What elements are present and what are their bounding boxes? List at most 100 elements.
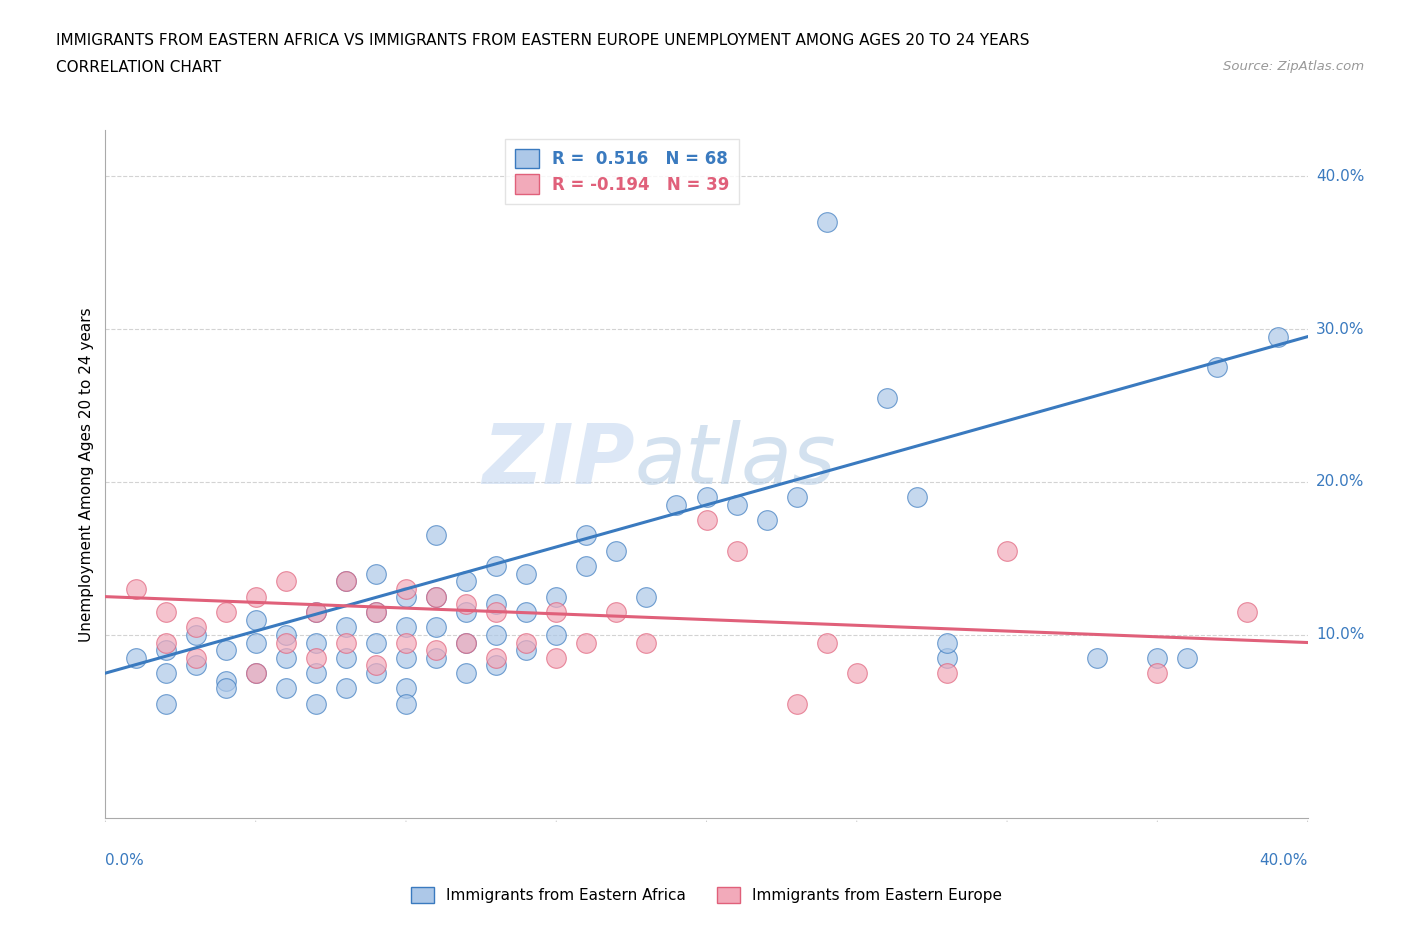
Point [845,666,868,681]
Point [155,643,177,658]
Point [936,666,959,681]
Point [1206,360,1229,375]
Text: 40.0%: 40.0% [1260,853,1308,868]
Point [605,543,627,558]
Point [305,635,328,650]
Point [515,604,537,619]
Point [936,635,959,650]
Point [395,581,418,596]
Point [184,628,207,643]
Point [546,650,568,665]
Point [546,590,568,604]
Point [214,673,236,688]
Point [214,681,236,696]
Point [905,490,928,505]
Point [1236,604,1258,619]
Point [274,628,297,643]
Point [755,512,778,527]
Point [1175,650,1198,665]
Point [425,619,447,634]
Point [184,650,207,665]
Point [425,650,447,665]
Text: Source: ZipAtlas.com: Source: ZipAtlas.com [1223,60,1364,73]
Point [515,566,537,581]
Point [876,391,898,405]
Text: atlas: atlas [634,420,837,501]
Point [245,666,267,681]
Point [335,635,357,650]
Point [454,574,477,589]
Point [454,635,477,650]
Point [1146,666,1168,681]
Point [786,697,808,711]
Point [364,635,387,650]
Point [696,512,718,527]
Point [155,635,177,650]
Point [395,681,418,696]
Point [335,650,357,665]
Point [214,604,236,619]
Point [335,619,357,634]
Point [305,604,328,619]
Point [305,650,328,665]
Point [454,597,477,612]
Y-axis label: Unemployment Among Ages 20 to 24 years: Unemployment Among Ages 20 to 24 years [79,307,94,642]
Point [364,566,387,581]
Point [245,590,267,604]
Point [546,604,568,619]
Point [305,666,328,681]
Point [364,604,387,619]
Point [546,628,568,643]
Point [245,666,267,681]
Text: CORRELATION CHART: CORRELATION CHART [56,60,221,75]
Point [575,528,598,543]
Point [425,590,447,604]
Point [395,650,418,665]
Point [454,604,477,619]
Point [1146,650,1168,665]
Point [335,681,357,696]
Point [335,574,357,589]
Point [155,604,177,619]
Point [395,697,418,711]
Point [636,590,658,604]
Point [305,697,328,711]
Point [725,543,748,558]
Point [305,604,328,619]
Point [395,635,418,650]
Point [485,559,508,574]
Point [815,635,838,650]
Text: IMMIGRANTS FROM EASTERN AFRICA VS IMMIGRANTS FROM EASTERN EUROPE UNEMPLOYMENT AM: IMMIGRANTS FROM EASTERN AFRICA VS IMMIGR… [56,33,1029,47]
Point [786,490,808,505]
Point [636,635,658,650]
Point [485,658,508,673]
Point [155,666,177,681]
Point [696,490,718,505]
Point [454,666,477,681]
Point [274,635,297,650]
Point [274,650,297,665]
Point [364,658,387,673]
Point [184,658,207,673]
Text: 0.0%: 0.0% [105,853,145,868]
Point [395,590,418,604]
Point [575,635,598,650]
Point [515,635,537,650]
Text: 30.0%: 30.0% [1316,322,1364,337]
Point [364,666,387,681]
Point [1085,650,1108,665]
Point [485,650,508,665]
Point [936,650,959,665]
Point [485,628,508,643]
Point [155,697,177,711]
Point [425,643,447,658]
Text: ZIP: ZIP [482,420,634,501]
Point [1267,329,1289,344]
Point [395,619,418,634]
Point [425,528,447,543]
Point [425,590,447,604]
Point [454,635,477,650]
Text: 40.0%: 40.0% [1316,168,1364,183]
Point [515,643,537,658]
Point [124,581,146,596]
